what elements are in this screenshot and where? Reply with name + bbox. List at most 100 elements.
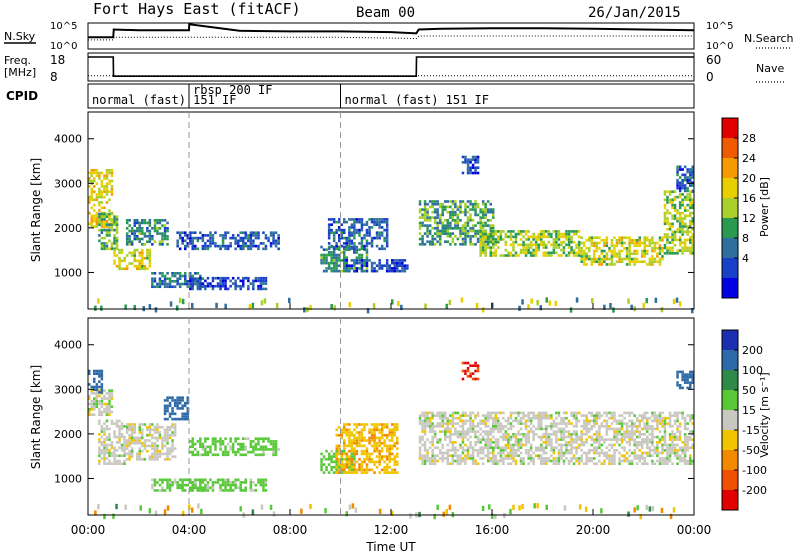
echo-cell xyxy=(201,284,205,288)
echo-cell xyxy=(103,402,106,406)
echo-cell xyxy=(691,235,695,239)
echo-cell xyxy=(239,483,243,487)
echo-cell xyxy=(221,440,225,443)
echo-cell xyxy=(130,243,134,246)
echo-cell xyxy=(598,263,601,266)
echo-cell xyxy=(446,454,450,458)
echo-cell xyxy=(529,240,533,244)
y-tick-label: 1000 xyxy=(54,472,82,485)
echo-cell xyxy=(663,443,667,447)
echo-cell xyxy=(118,446,121,450)
echo-cell xyxy=(451,414,455,417)
echo-cell xyxy=(338,444,341,448)
echo-cell xyxy=(489,254,493,257)
echo-cell xyxy=(534,254,538,257)
echo-cell xyxy=(375,244,379,248)
echo-cell xyxy=(519,416,523,420)
echo-cell xyxy=(633,257,636,261)
echo-cell xyxy=(653,414,657,417)
echo-cell xyxy=(113,236,116,240)
echo-cell xyxy=(368,460,371,464)
echo-cell xyxy=(353,439,356,442)
echo-cell xyxy=(588,422,591,425)
echo-cell xyxy=(449,435,452,439)
echo-cell xyxy=(441,208,445,211)
echo-cell xyxy=(141,449,144,453)
echo-cell xyxy=(257,231,260,235)
echo-cell xyxy=(633,441,636,444)
echo-cell xyxy=(95,174,99,178)
echo-cell xyxy=(476,462,480,466)
echo-cell xyxy=(603,441,606,444)
echo-cell xyxy=(481,210,485,214)
echo-cell xyxy=(338,236,341,240)
echo-cell xyxy=(123,462,126,466)
echo-cell xyxy=(633,449,636,452)
echo-cell xyxy=(325,458,328,461)
echo-cell xyxy=(105,219,109,223)
echo-cell xyxy=(143,267,147,271)
echo-cell xyxy=(103,462,106,466)
echo-cell xyxy=(436,224,439,227)
echo-cell xyxy=(673,214,677,218)
echo-cell xyxy=(380,449,384,453)
echo-cell xyxy=(103,430,106,433)
echo-cell xyxy=(676,238,679,242)
echo-cell xyxy=(226,276,230,280)
echo-cell xyxy=(156,428,159,432)
echo-cell xyxy=(204,247,207,251)
echo-cell xyxy=(433,221,437,225)
echo-cell xyxy=(95,217,99,220)
echo-cell xyxy=(676,173,679,177)
echo-cell xyxy=(643,260,647,264)
echo-cell xyxy=(338,425,341,429)
echo-cell xyxy=(396,452,399,456)
echo-cell xyxy=(474,155,477,159)
echo-cell xyxy=(476,202,480,206)
echo-cell xyxy=(600,260,604,264)
echo-cell xyxy=(514,235,518,239)
echo-cell xyxy=(628,419,631,423)
echo-cell xyxy=(360,428,364,432)
echo-cell xyxy=(133,221,137,225)
echo-cell xyxy=(247,284,250,288)
echo-cell xyxy=(353,466,356,469)
echo-cell xyxy=(153,221,157,225)
echo-cell xyxy=(110,422,114,425)
echo-cell xyxy=(343,220,346,224)
echo-cell xyxy=(98,380,101,384)
echo-cell xyxy=(595,449,599,452)
echo-cell xyxy=(454,446,457,450)
echo-cell xyxy=(686,198,689,202)
echo-cell xyxy=(613,430,616,433)
echo-cell xyxy=(537,238,541,241)
echo-cell xyxy=(658,422,662,425)
echo-cell xyxy=(103,195,106,199)
echo-cell xyxy=(489,208,493,211)
echo-cell xyxy=(519,238,523,241)
echo-cell xyxy=(593,449,596,452)
echo-cell xyxy=(385,466,389,469)
echo-cell xyxy=(486,449,490,452)
echo-cell xyxy=(353,218,356,221)
echo-cell xyxy=(514,435,518,439)
echo-cell xyxy=(211,236,215,240)
echo-cell xyxy=(494,254,498,257)
echo-cell xyxy=(651,247,654,250)
echo-cell xyxy=(365,455,369,458)
echo-cell xyxy=(635,416,639,420)
echo-cell xyxy=(237,437,240,441)
echo-cell xyxy=(365,253,369,257)
echo-cell xyxy=(201,478,205,482)
echo-cell xyxy=(653,247,657,250)
echo-cell xyxy=(683,243,687,247)
echo-cell xyxy=(176,239,179,243)
echo-cell xyxy=(600,435,604,439)
echo-cell xyxy=(608,459,611,463)
echo-cell xyxy=(325,261,328,265)
echo-cell xyxy=(433,454,437,458)
echo-cell xyxy=(529,449,533,452)
echo-cell xyxy=(428,425,432,428)
echo-cell xyxy=(353,471,356,474)
echo-cell xyxy=(110,392,114,395)
